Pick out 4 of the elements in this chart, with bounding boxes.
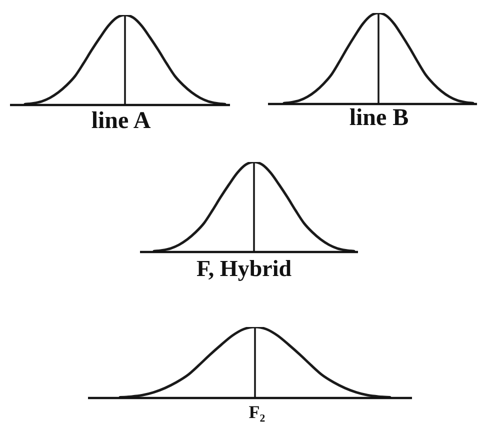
x-axis-title: line B	[349, 105, 409, 131]
x-axis-title: F₂	[248, 402, 266, 422]
x-axis-title: F, Hybrid	[196, 256, 292, 281]
x-axis-title: line A	[91, 108, 152, 134]
